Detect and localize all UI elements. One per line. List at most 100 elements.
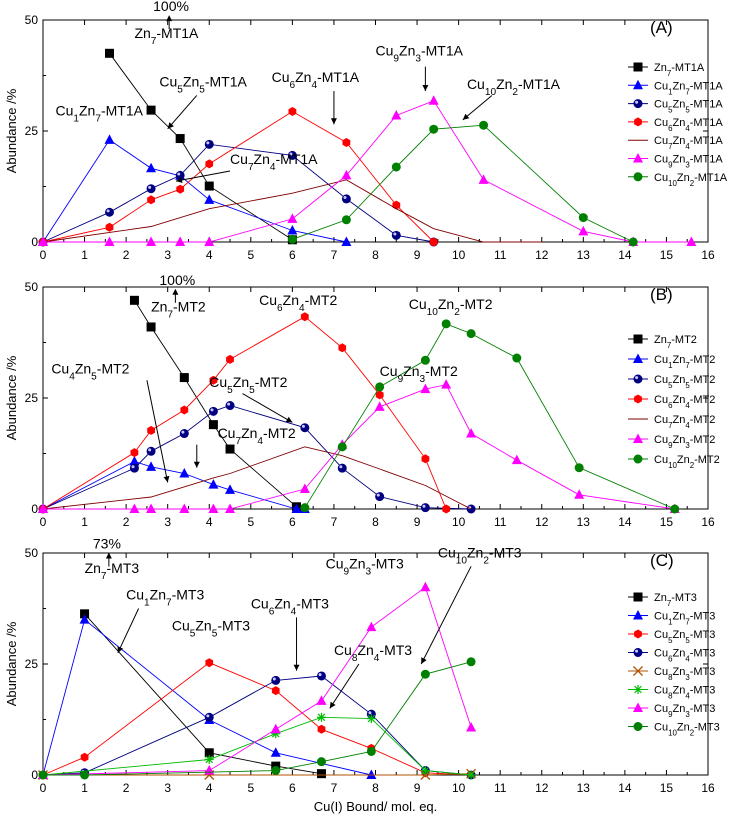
data-point [420, 581, 431, 592]
legend-marker [633, 648, 643, 657]
data-point-shine [343, 196, 347, 200]
data-point [208, 479, 219, 489]
data-point [338, 343, 347, 353]
data-point [466, 428, 477, 438]
data-point-shine [422, 504, 426, 508]
data-point [146, 236, 157, 246]
annotation-label: Cu6Zn4-MT1A [272, 69, 360, 91]
legend-label: Cu9Zn3-MT1A [654, 154, 723, 170]
data-point [341, 215, 351, 225]
data-point [299, 483, 310, 494]
legend-marker [633, 79, 643, 90]
data-point [300, 503, 310, 513]
annotation-arrow [146, 380, 169, 483]
annotation: Cu10Zn2-MT1A [462, 76, 561, 121]
data-point [420, 503, 430, 513]
legend-item: Cu8Zn3-MT3 [628, 666, 715, 682]
annotation: Cu10Zn2-MT2 [409, 296, 493, 318]
data-point [146, 461, 157, 471]
legend-label: Cu7Zn4-MT2 [654, 414, 715, 430]
x-tick-label: 8 [372, 248, 379, 262]
legend-marker [633, 334, 643, 344]
x-tick-label: 13 [577, 781, 591, 795]
x-tick-label: 14 [618, 515, 632, 529]
legend-label: Cu7Zn4-MT1A [654, 135, 723, 151]
legend-label: Cu6Zn4-MT1A [654, 117, 723, 132]
data-point [225, 401, 235, 411]
legend-label: Cu6Zn4-MT3 [654, 648, 715, 664]
legend-marker [633, 353, 643, 363]
x-tick-label: 0 [40, 515, 47, 529]
series-line [43, 100, 692, 243]
x-tick-label: 6 [289, 781, 296, 795]
x-tick-label: 8 [372, 781, 379, 795]
legend-marker [633, 153, 643, 163]
legend-label: Zn7-MT3 [654, 592, 697, 608]
legend-item: Cu10Zn2-MT1A [628, 172, 728, 187]
x-tick-label: 7 [331, 781, 338, 795]
x-tick-label: 6 [289, 248, 296, 262]
y-tick-label: 50 [25, 13, 39, 27]
series-Cu10Zn2-MT1A [287, 120, 638, 247]
x-tick-label: 10 [452, 248, 466, 262]
annotation: Cu9Zn3-MT3 [326, 556, 404, 578]
data-point-shine [206, 714, 210, 718]
x-tick-label: 4 [206, 515, 213, 529]
data-point [209, 375, 218, 385]
data-point [175, 236, 186, 246]
x-tick-label: 9 [414, 515, 421, 529]
x-tick-label: 9 [414, 781, 421, 795]
series-line [42, 405, 472, 510]
data-point [578, 213, 588, 223]
data-point-shine [368, 711, 372, 715]
annotation: Cu5Zn5-MT1A [159, 74, 248, 130]
legend-item: Cu10Zn2-MT2 [628, 454, 720, 470]
legend-label: Cu5Zn5-MT1A [654, 99, 723, 115]
legend-label: Cu1Zn7-MT1A [654, 80, 723, 96]
data-point [225, 444, 235, 454]
annotation-label: Cu10Zn2-MT3 [438, 544, 522, 566]
legend-label: Cu10Zn2-MT3 [654, 722, 720, 738]
annotation: Zn7-MT2 [151, 298, 206, 320]
data-point [204, 181, 214, 191]
data-point [466, 657, 476, 667]
series-Zn7-MT1A [105, 48, 297, 245]
data-point [478, 174, 489, 184]
data-point [420, 355, 430, 365]
data-point [287, 224, 298, 235]
legend-marker [633, 374, 643, 384]
data-point [429, 124, 439, 134]
x-tick-label: 3 [164, 781, 171, 795]
data-point [179, 373, 189, 383]
annotation: Cu7Zn4-MT2 [193, 425, 296, 468]
annotation-label: Cu8Zn4-MT3 [334, 642, 412, 664]
series-line [42, 446, 472, 510]
legend-marker [634, 394, 642, 404]
legend-label: Zn7-MT2 [654, 334, 697, 350]
x-tick-label: 3 [164, 248, 171, 262]
x-tick-label: 15 [660, 248, 674, 262]
data-point-shine [289, 152, 293, 156]
data-point [205, 159, 214, 169]
data-point-shine [339, 465, 343, 469]
legend-item: Cu5Zn5-MT1A [628, 99, 723, 115]
annotation-label: Cu6Zn4-MT3 [251, 596, 329, 618]
data-point [429, 237, 438, 247]
x-tick-label: 12 [535, 248, 549, 262]
y-tick-label: 25 [25, 657, 39, 671]
data-point [479, 120, 489, 130]
panel-label: (B) [650, 285, 673, 304]
x-tick-label: 14 [618, 781, 632, 795]
data-point [316, 757, 326, 767]
x-tick-label: 5 [247, 248, 254, 262]
legend-label: Cu5Zn5-MT3 [654, 629, 715, 645]
data-point [442, 504, 451, 514]
data-point [391, 230, 401, 240]
data-point [176, 184, 185, 194]
x-tick-label: 4 [206, 781, 213, 795]
data-point [208, 406, 218, 416]
